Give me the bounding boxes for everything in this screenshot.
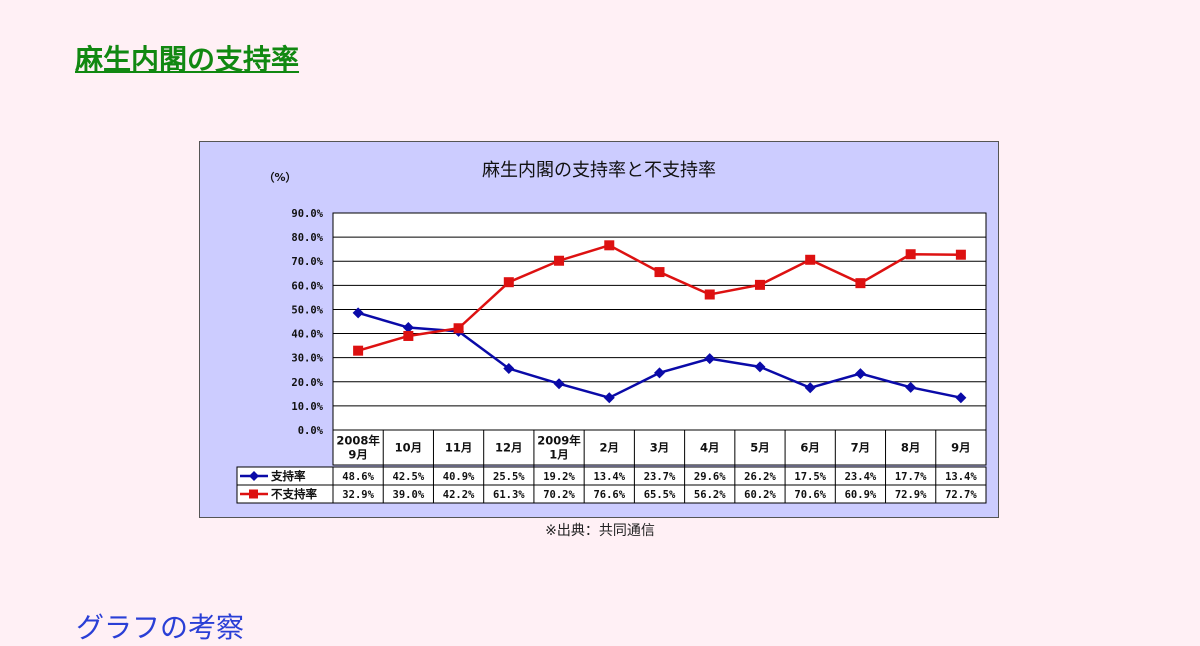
data-label: 60.9% (845, 489, 877, 501)
y-tick-label: 70.0% (291, 256, 323, 268)
data-label: 23.7% (644, 471, 676, 483)
x-tick-label: 4月 (700, 441, 720, 455)
legend-key-marker (249, 489, 258, 499)
data-label: 26.2% (744, 471, 776, 483)
data-point (603, 392, 615, 404)
y-tick-label: 0.0% (298, 425, 324, 437)
legend-label: 支持率 (270, 469, 306, 483)
data-label: 17.5% (794, 471, 826, 483)
x-tick-label: 2009年 1月 (537, 434, 581, 462)
data-label: 32.9% (342, 489, 374, 501)
data-point (754, 279, 765, 290)
x-tick-label: 7月 (851, 441, 871, 455)
data-label: 40.9% (443, 471, 475, 483)
plot-area (332, 212, 987, 431)
data-point (654, 267, 665, 278)
chart-frame: 麻生内閣の支持率と不支持率 （%） 0.0% 10.0% 20.0% 30.0% 40.0%… (199, 141, 999, 518)
x-tick-label: 5月 (750, 441, 770, 455)
data-label: 60.2% (744, 489, 776, 501)
data-point (955, 392, 967, 404)
y-tick-label: 90.0% (291, 208, 323, 220)
data-point (453, 323, 464, 334)
data-label: 48.6% (342, 471, 374, 483)
data-label: 72.9% (895, 489, 927, 501)
x-tick-label: 10月 (395, 441, 423, 455)
data-label: 13.4% (593, 471, 625, 483)
data-label: 42.5% (393, 471, 425, 483)
data-point (805, 254, 816, 265)
data-label: 13.4% (945, 471, 977, 483)
data-point (503, 277, 514, 288)
section-heading: グラフの考察 (76, 611, 245, 644)
data-point (403, 330, 414, 341)
data-point (402, 322, 414, 334)
data-label: 70.6% (794, 489, 826, 501)
data-label: 42.2% (443, 489, 475, 501)
data-point (704, 289, 715, 300)
y-tick-label: 60.0% (291, 280, 323, 292)
data-label: 76.6% (593, 489, 625, 501)
data-point (704, 353, 716, 365)
y-tick-label: 10.0% (291, 401, 323, 413)
x-tick-label: 2008年 9月 (336, 434, 380, 462)
data-label: 25.5% (493, 471, 525, 483)
chart-svg: 麻生内閣の支持率と不支持率 （%） 0.0% 10.0% 20.0% 30.0% 40.0%… (236, 160, 987, 504)
data-label: 23.4% (845, 471, 877, 483)
data-point (855, 278, 866, 289)
data-point (554, 255, 565, 266)
data-point (955, 249, 966, 260)
y-tick-label: 40.0% (291, 329, 323, 341)
x-tick-label: 3月 (650, 441, 670, 455)
y-tick-label: 20.0% (291, 377, 323, 389)
data-label: 29.6% (694, 471, 726, 483)
x-tick-label: 12月 (495, 441, 523, 455)
data-point (804, 382, 816, 394)
data-label: 65.5% (644, 489, 676, 501)
data-point (352, 307, 364, 319)
data-point (604, 240, 615, 251)
legend-key-marker (249, 471, 259, 481)
source-note: ※出典：共同通信 (545, 523, 655, 539)
data-point (754, 361, 766, 373)
table-header-bg (332, 429, 987, 466)
chart-title: 麻生内閣の支持率と不支持率 (482, 160, 716, 181)
legend-label: 不支持率 (271, 487, 317, 501)
x-tick-label: 8月 (901, 441, 921, 455)
data-point (905, 249, 916, 260)
data-label: 56.2% (694, 489, 726, 501)
y-tick-label: 80.0% (291, 232, 323, 244)
x-tick-label: 9月 (951, 441, 971, 455)
data-label: 19.2% (543, 471, 575, 483)
data-label: 72.7% (945, 489, 977, 501)
data-label: 39.0% (393, 489, 425, 501)
x-tick-label: 11月 (445, 441, 473, 455)
data-label: 70.2% (543, 489, 575, 501)
data-point (654, 367, 665, 379)
data-point (854, 368, 866, 380)
data-point (905, 381, 917, 393)
page-title: 麻生内閣の支持率 (75, 43, 300, 76)
data-point (503, 363, 515, 375)
x-tick-label: 6月 (800, 441, 820, 455)
data-label: 61.3% (493, 489, 525, 501)
data-label: 17.7% (895, 471, 927, 483)
y-tick-label: 50.0% (291, 304, 323, 316)
data-point (353, 345, 364, 356)
data-point (553, 378, 565, 390)
x-tick-label: 2月 (600, 441, 620, 455)
y-tick-label: 30.0% (291, 353, 323, 365)
y-axis-label: （%） (263, 171, 296, 184)
